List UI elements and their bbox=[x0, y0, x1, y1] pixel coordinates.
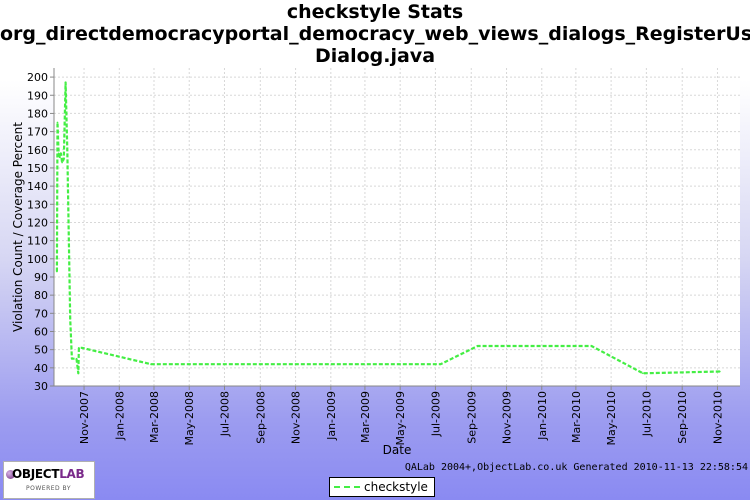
data-point bbox=[55, 270, 58, 273]
y-tick-label: 180 bbox=[27, 107, 48, 120]
data-point bbox=[60, 152, 62, 155]
data-point bbox=[58, 156, 61, 158]
data-point bbox=[62, 157, 65, 160]
data-point bbox=[71, 357, 73, 360]
logo-ball-icon bbox=[6, 470, 15, 479]
x-tick-label: Mar-2010 bbox=[570, 391, 583, 443]
y-tick-label: 140 bbox=[27, 180, 48, 193]
data-point bbox=[476, 345, 479, 347]
y-tick-label: 110 bbox=[27, 235, 48, 248]
y-axis: 30 40 50 60 70 80 90 100 110 120 130 140 150 160 170 18… bbox=[27, 68, 55, 393]
x-tick-label: Nov-2010 bbox=[711, 391, 724, 444]
data-point bbox=[150, 363, 152, 366]
series-layer bbox=[55, 81, 721, 375]
x-tick-label: Mar-2009 bbox=[359, 391, 372, 443]
x-tick-label: Nov-2009 bbox=[501, 391, 514, 444]
data-point bbox=[69, 317, 72, 320]
chart-title-line-3: Dialog.java bbox=[314, 45, 436, 67]
objectlab-logo: OBJECTLAB POWERED BY bbox=[3, 461, 95, 499]
y-tick-label: 190 bbox=[27, 89, 48, 102]
y-tick-label: 30 bbox=[34, 380, 48, 393]
y-tick-label: 130 bbox=[27, 198, 48, 211]
data-point bbox=[66, 148, 69, 151]
legend-swatch bbox=[334, 486, 360, 488]
chart-legend: checkstyle bbox=[329, 477, 435, 497]
x-tick-label: Sep-2008 bbox=[254, 391, 267, 444]
x-tick-label: May-2010 bbox=[605, 391, 618, 446]
y-tick-label: 120 bbox=[27, 216, 48, 229]
y-tick-label: 200 bbox=[27, 71, 48, 84]
data-point bbox=[75, 357, 78, 360]
x-tick-label: Sep-2009 bbox=[465, 391, 478, 444]
chart-title-line-1: checkstyle Stats bbox=[286, 1, 464, 23]
data-point bbox=[77, 372, 80, 375]
logo-tagline: POWERED BY bbox=[26, 485, 72, 492]
x-tick-label: Jul-2009 bbox=[429, 391, 442, 437]
x-tick-label: Mar-2008 bbox=[148, 391, 161, 443]
x-tick-label: May-2008 bbox=[183, 391, 196, 446]
y-tick-label: 60 bbox=[34, 325, 48, 338]
x-tick-label: Jul-2008 bbox=[218, 391, 231, 437]
y-tick-label: 150 bbox=[27, 162, 48, 175]
x-tick-label: Sep-2010 bbox=[676, 391, 689, 444]
y-tick-label: 170 bbox=[27, 126, 48, 139]
data-point bbox=[590, 345, 593, 347]
grid-lines bbox=[54, 68, 740, 387]
legend-label: checkstyle bbox=[364, 480, 428, 494]
y-tick-label: 90 bbox=[34, 271, 48, 284]
y-axis-label: Violation Count / Coverage Percent bbox=[11, 122, 25, 332]
chart-title-line-2: org_directdemocracyportal_democracy_web_… bbox=[0, 23, 750, 45]
y-tick-label: 160 bbox=[27, 144, 48, 157]
y-tick-label: 40 bbox=[34, 362, 48, 375]
y-tick-label: 70 bbox=[34, 307, 48, 320]
y-tick-label: 100 bbox=[27, 253, 48, 266]
data-point bbox=[439, 363, 442, 366]
data-point bbox=[80, 346, 83, 349]
data-point bbox=[56, 121, 59, 124]
data-point bbox=[61, 161, 63, 164]
x-tick-label: Nov-2007 bbox=[78, 391, 91, 444]
plot-area bbox=[54, 68, 740, 386]
y-tick-label: 80 bbox=[34, 289, 48, 302]
x-tick-label: Jan-2009 bbox=[325, 391, 338, 441]
x-tick-label: Jan-2008 bbox=[113, 391, 126, 441]
data-point bbox=[77, 346, 80, 349]
x-axis-label: Date bbox=[383, 443, 412, 457]
data-point bbox=[64, 81, 67, 84]
x-tick-label: Jul-2010 bbox=[640, 391, 653, 437]
x-tick-label: Nov-2008 bbox=[290, 391, 303, 444]
x-tick-label: May-2009 bbox=[394, 391, 407, 446]
y-tick-label: 50 bbox=[34, 344, 48, 357]
generated-timestamp: QALab 2004+,ObjectLab.co.uk Generated 20… bbox=[404, 462, 748, 473]
chart-title: checkstyle Stats org_directdemocracyport… bbox=[0, 1, 750, 67]
data-point bbox=[642, 372, 644, 375]
x-axis: Nov-2007 Jan-2008 Mar-2008 May-2008 Jul-2008… bbox=[54, 385, 740, 446]
logo-text: OBJECTLAB bbox=[12, 467, 85, 481]
data-point bbox=[57, 152, 60, 155]
data-point bbox=[718, 370, 721, 373]
x-tick-label: Jan-2010 bbox=[536, 391, 549, 441]
